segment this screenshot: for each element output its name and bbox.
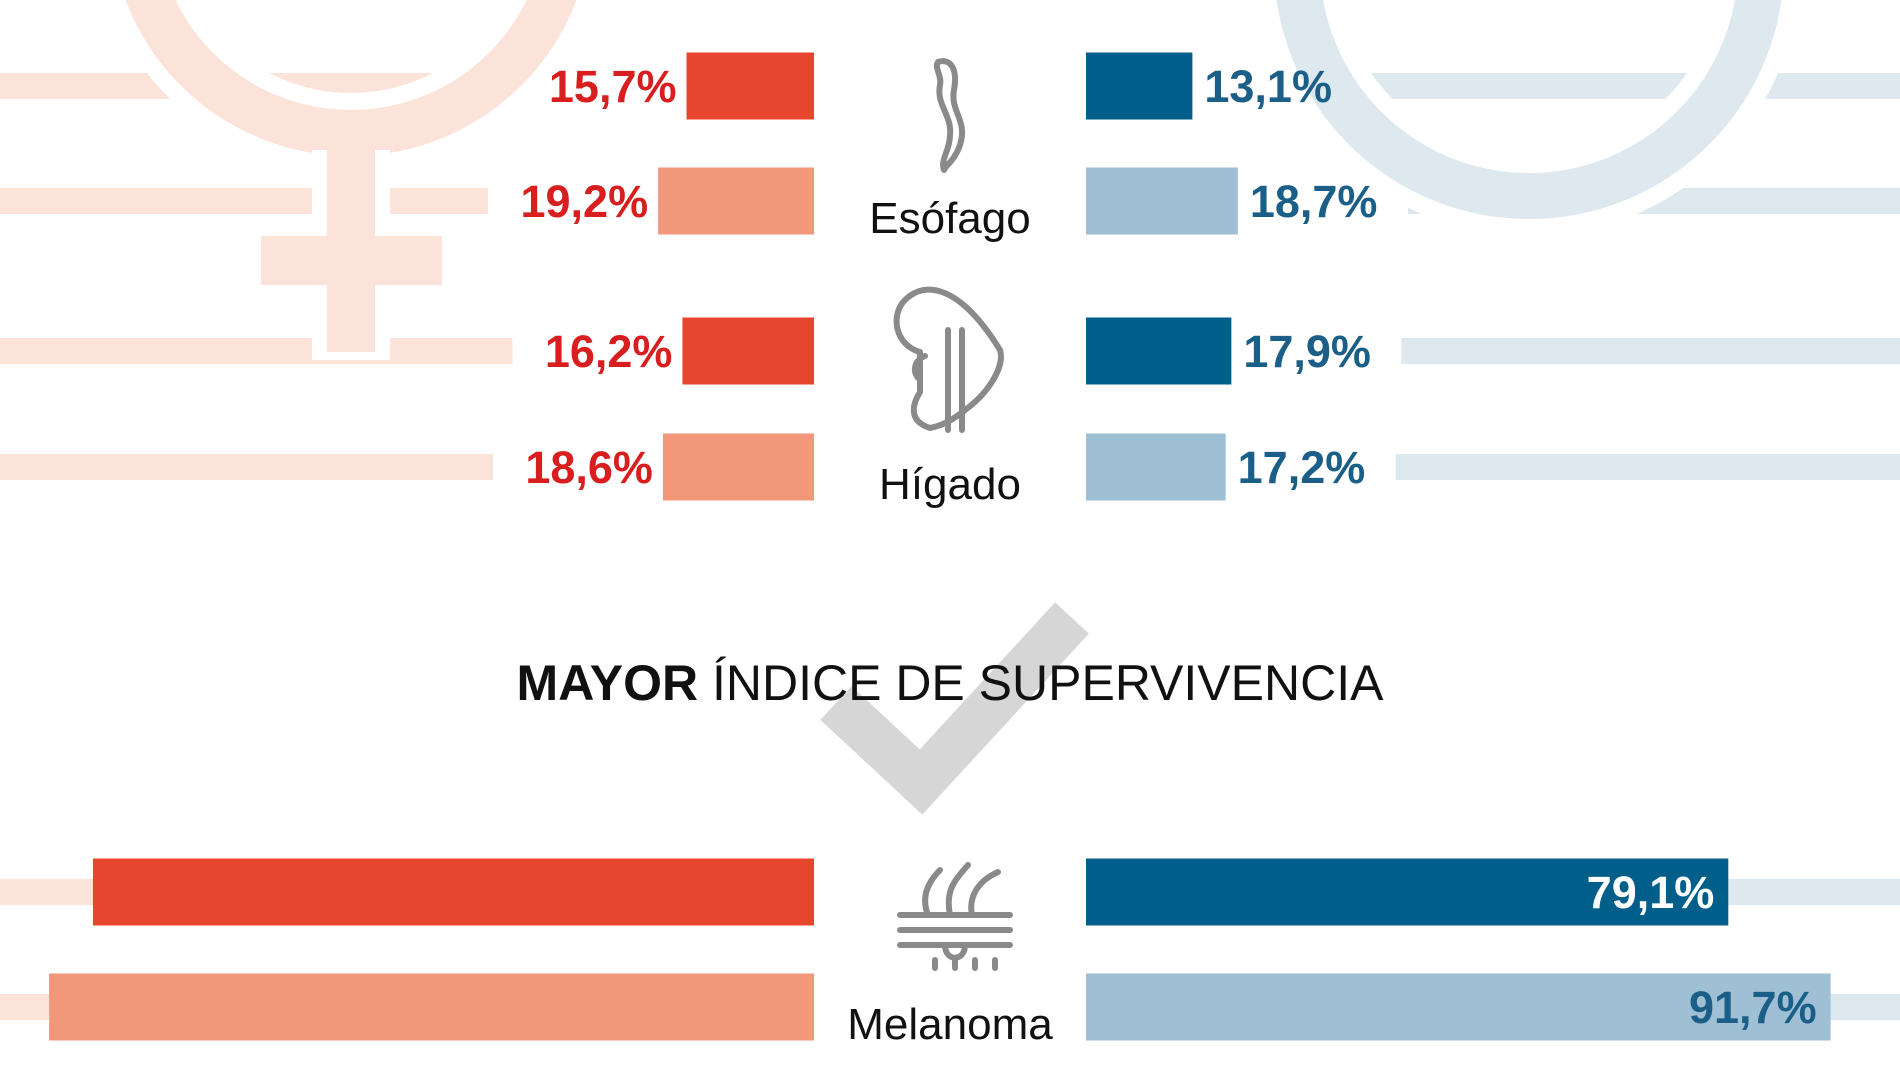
value-label-women: 19,2%	[520, 176, 648, 227]
value-label-men: 79,1%	[1587, 867, 1715, 918]
value-label-women: 16,2%	[545, 326, 673, 377]
left-background-stripe	[0, 994, 50, 1020]
male-symbol-ring	[1276, 0, 1782, 219]
section-title: MAYOR ÍNDICE DE SUPERVIVENCIA	[517, 655, 1385, 711]
bar-women-dark	[686, 52, 814, 120]
bar-men-light	[1086, 167, 1238, 235]
category-label-higado: Hígado	[879, 460, 1021, 509]
value-label-men: 91,7%	[1689, 982, 1817, 1033]
background-decoration	[0, 0, 1900, 1020]
value-label-women: 18,6%	[525, 442, 653, 493]
section-title-bold: MAYOR	[517, 655, 699, 711]
left-background-stripe	[0, 338, 513, 364]
right-background-stripe	[1728, 879, 1900, 905]
bar-men-light	[1086, 973, 1831, 1041]
value-label-men: 18,7%	[1250, 176, 1378, 227]
esophagus-icon	[933, 58, 966, 173]
left-background-stripe	[0, 454, 493, 480]
value-label-men: 13,1%	[1204, 61, 1332, 112]
bar-women-light	[658, 167, 814, 235]
bar-women-dark	[682, 317, 814, 385]
male-symbol-icon	[1259, 0, 1799, 236]
section-title-rest: ÍNDICE DE SUPERVIVENCIA	[698, 655, 1384, 711]
category-label-esofago: Esófago	[869, 194, 1030, 243]
bar-women-light	[662, 433, 814, 501]
female-symbol-ring	[125, 0, 577, 156]
value-label-men: 17,9%	[1243, 326, 1371, 377]
bar-women-dark	[92, 858, 815, 926]
category-label-melanoma: Melanoma	[847, 1000, 1053, 1049]
bar-men-dark	[1086, 317, 1232, 385]
bar-men-dark	[1086, 858, 1729, 926]
checkmark-icon	[820, 602, 1089, 815]
value-label-women: 15,7%	[549, 61, 677, 112]
skin-hair-follicle-icon	[897, 862, 1013, 971]
female-symbol-icon	[107, 0, 595, 360]
left-background-stripe	[0, 879, 93, 905]
left-background-stripe	[0, 188, 489, 214]
value-label-men: 17,2%	[1238, 442, 1366, 493]
right-background-stripe	[1830, 994, 1900, 1020]
right-background-stripe	[1401, 338, 1900, 364]
right-background-stripe	[1362, 73, 1900, 99]
right-background-stripe	[1395, 454, 1900, 480]
bar-men-light	[1086, 433, 1226, 501]
liver-icon	[893, 286, 1004, 433]
bar-men-dark	[1086, 52, 1193, 120]
female-symbol-crossbar	[261, 236, 442, 285]
bar-women-light	[49, 973, 814, 1041]
